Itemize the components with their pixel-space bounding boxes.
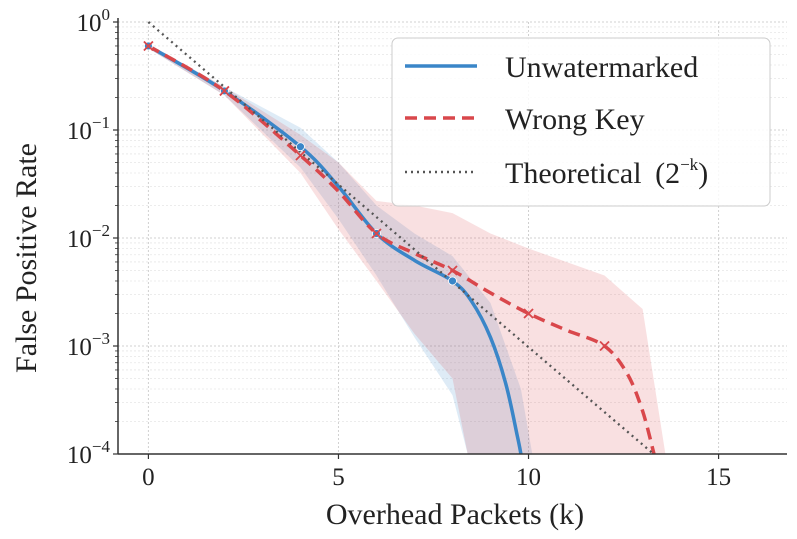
legend-theoretical-name: Theoretical [505, 157, 642, 190]
y-tick-label: 10−2 [67, 221, 110, 253]
band-unwatermarked [148, 43, 533, 454]
series-markers [143, 40, 610, 352]
legend-label-unwatermarked: Unwatermarked [505, 51, 698, 84]
marker-unwatermarked [448, 276, 457, 286]
legend-box [391, 37, 771, 207]
x-tick-label: 10 [516, 464, 541, 491]
y-tick-label: 10−1 [67, 113, 110, 145]
x-tick-label: 0 [142, 464, 155, 491]
line-unwatermarked [147, 44, 523, 455]
x-tick-label: 15 [706, 464, 731, 491]
marker-wrong-key [219, 85, 230, 97]
marker-wrong-key [523, 308, 534, 319]
axes [117, 18, 787, 455]
legend-theoretical-exp: −k [680, 155, 699, 174]
marker-wrong-key [295, 150, 306, 161]
marker-wrong-key [447, 265, 458, 276]
y-tick-label: 100 [77, 5, 111, 37]
legend-label-theoretical: Theoretical (2−k) [505, 155, 708, 190]
legend-theoretical-math: (2 [655, 157, 680, 190]
x-axis-title-text: Overhead Packets (k) [326, 498, 584, 531]
marker-wrong-key [143, 40, 154, 52]
x-axis-title: Overhead Packets (k) [326, 498, 584, 531]
legend-label-wrong-key: Wrong Key [505, 103, 645, 136]
legend: Unwatermarked Wrong Key Theoretical (2−k… [391, 37, 771, 207]
x-tick-label: 5 [332, 464, 345, 491]
tick-labels: 0 5 10 15 100 10−1 10−2 10−3 10−4 [67, 5, 731, 491]
y-tick-label: 10−3 [67, 329, 110, 361]
marker-wrong-key [371, 228, 382, 239]
legend-theoretical-close: ) [698, 157, 708, 190]
marker-unwatermarked [296, 142, 305, 152]
marker-wrong-key [599, 340, 610, 352]
y-tick-label: 10−4 [67, 437, 111, 469]
y-axis-title: False Positive Rate [10, 143, 43, 373]
